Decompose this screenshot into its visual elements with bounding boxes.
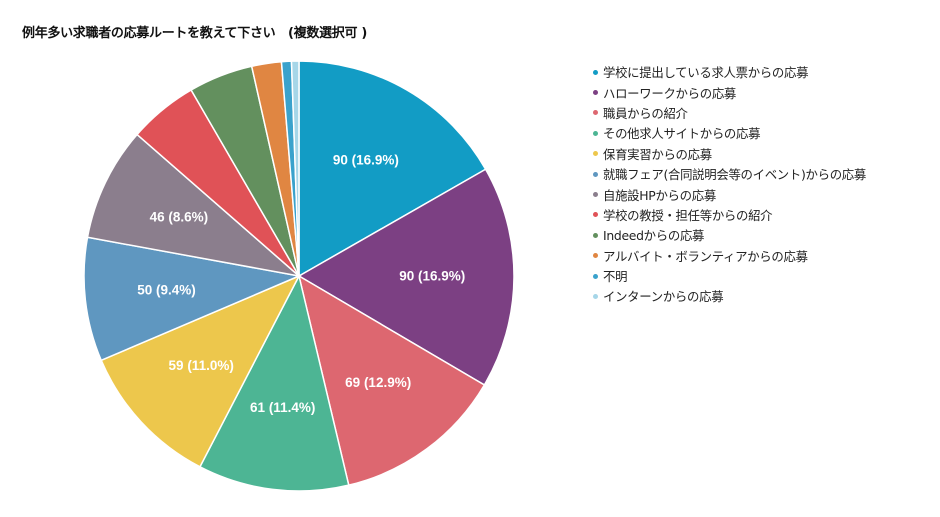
legend-item: 自施設HPからの応募 [593, 184, 866, 204]
slice-data-label-2: 90 (16.9%) [399, 268, 465, 283]
legend-item: 学校の教授・担任等からの紹介 [593, 205, 866, 225]
legend-label: インターンからの応募 [603, 289, 724, 305]
pie-slice-5 [100, 274, 301, 468]
legend-marker-icon [593, 293, 598, 299]
chart-title: 例年多い求職者の応募ルートを教えて下さい (複数選択可 ) [22, 26, 368, 41]
legend-marker-icon [593, 171, 598, 177]
legend-label: アルバイト・ボランティアからの応募 [603, 248, 808, 264]
legend-item: アルバイト・ボランティアからの応募 [593, 246, 866, 266]
legend-item: その他求人サイトからの応募 [593, 123, 866, 143]
chart-legend: 学校に提出している求人票からの応募 ハローワークからの応募 職員からの紹介その他求人… [593, 62, 866, 307]
legend-label: その他求人サイトからの応募 [603, 126, 761, 142]
legend-label: 保育実習からの応募 [603, 146, 712, 162]
legend-marker-icon [593, 192, 598, 198]
slice-data-label-7: 46 (8.6%) [150, 210, 209, 225]
slice-data-label-1: 90 (16.9%) [333, 152, 399, 167]
legend-label: Indeedからの応募 [603, 228, 705, 244]
legend-marker-icon [593, 90, 598, 96]
legend-item: 就職フェア(合同説明会等のイベント)からの応募 [593, 164, 866, 184]
legend-label: 職員からの紹介 [603, 105, 688, 121]
legend-marker-icon [593, 273, 598, 279]
legend-marker-icon [593, 130, 598, 136]
legend-label: 学校の教授・担任等からの紹介 [603, 207, 773, 223]
legend-item: 学校に提出している求人票からの応募 [593, 62, 866, 82]
pie-slice-7 [86, 133, 302, 278]
pie-slice-4 [198, 273, 350, 492]
legend-marker-icon [593, 69, 598, 75]
legend-marker-icon [593, 151, 598, 157]
legend-item: Indeedからの応募 [593, 225, 866, 245]
legend-label: 自施設HPからの応募 [603, 187, 716, 203]
legend-marker-icon [593, 253, 598, 259]
legend-label: 学校に提出している求人票からの応募 [603, 65, 809, 81]
slice-data-label-4: 61 (11.4%) [250, 400, 315, 415]
slice-data-label-3: 69 (12.9%) [345, 375, 411, 390]
legend-label: ハローワークからの応募 [603, 85, 736, 101]
pie-slice-1 [298, 60, 487, 278]
slice-data-label-6: 50 (9.4%) [137, 282, 196, 297]
legend-item: 不明 [593, 266, 866, 286]
slice-data-label-5: 59 (11.0%) [169, 358, 234, 373]
legend-item: ハローワークからの応募 [593, 82, 866, 102]
legend-item: 保育実習からの応募 [593, 144, 866, 164]
legend-marker-icon [593, 212, 598, 218]
legend-item: インターンからの応募 [593, 286, 866, 306]
legend-label: 就職フェア(合同説明会等のイベント)からの応募 [603, 167, 866, 183]
pie-slice-6 [83, 236, 302, 362]
legend-marker-icon [593, 110, 598, 116]
legend-label: 不明 [603, 269, 628, 285]
legend-item: 職員からの紹介 [593, 103, 866, 123]
legend-marker-icon [593, 232, 598, 238]
pie-slice-12 [290, 60, 300, 277]
pie-slice-2 [297, 168, 515, 386]
pie-slice-3 [297, 274, 486, 487]
